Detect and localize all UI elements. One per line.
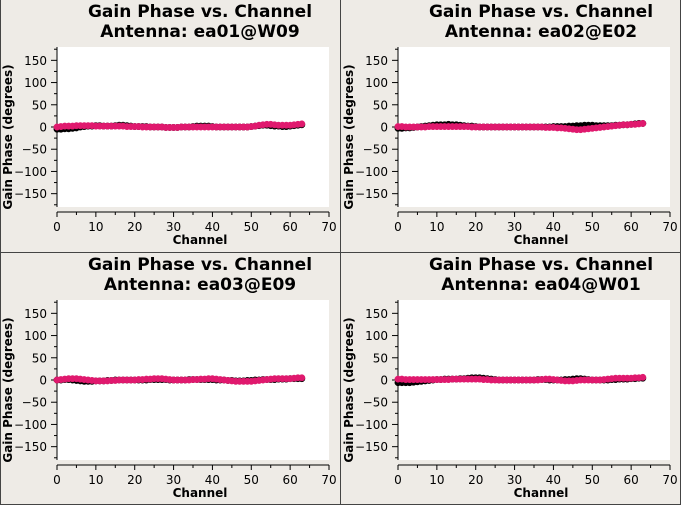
x-tick-label: 10 <box>88 220 103 234</box>
y-axis-label: Gain Phase (degrees) <box>1 64 15 209</box>
chart-title: Gain Phase vs. Channel <box>88 255 312 275</box>
data-point-pink <box>639 119 647 127</box>
plot-panel-ea01: Gain Phase vs. Channel Antenna: ea01@W09 −… <box>0 0 340 252</box>
y-tick-label: 150 <box>365 307 388 321</box>
data-point-pink <box>298 120 306 128</box>
chart-title: Gain Phase vs. Channel <box>429 255 653 275</box>
x-tick-label: 20 <box>468 473 483 487</box>
y-tick-label: −100 <box>355 418 388 432</box>
y-tick-label: −150 <box>14 440 47 454</box>
y-axis-label: Gain Phase (degrees) <box>342 64 356 209</box>
y-tick-label: 100 <box>365 329 388 343</box>
y-tick-label: 50 <box>373 98 388 112</box>
y-tick-label: −50 <box>22 396 47 410</box>
y-tick-label: −150 <box>355 187 388 201</box>
chart-subtitle: Antenna: ea03@E09 <box>104 275 296 295</box>
x-tick-label: 50 <box>585 473 600 487</box>
y-tick-label: 0 <box>380 374 388 388</box>
x-tick-label: 60 <box>624 220 639 234</box>
chart-subtitle: Antenna: ea01@W09 <box>100 22 299 42</box>
y-tick-label: 50 <box>32 351 47 365</box>
plot-panel-ea02: Gain Phase vs. Channel Antenna: ea02@E02 −… <box>341 0 681 252</box>
y-tick-label: −150 <box>14 187 47 201</box>
chart-subtitle: Antenna: ea04@W01 <box>441 275 640 295</box>
y-axis-label: Gain Phase (degrees) <box>1 317 15 462</box>
x-tick-label: 40 <box>205 220 220 234</box>
y-tick-label: 150 <box>365 54 388 68</box>
x-tick-label: 70 <box>662 220 677 234</box>
y-tick-label: −50 <box>363 143 388 157</box>
x-tick-label: 40 <box>546 473 561 487</box>
y-tick-label: 100 <box>365 76 388 90</box>
y-tick-label: 50 <box>32 98 47 112</box>
data-point-pink <box>298 374 306 382</box>
x-tick-label: 50 <box>585 220 600 234</box>
y-tick-label: 100 <box>24 329 47 343</box>
chart-title: Gain Phase vs. Channel <box>88 2 312 22</box>
x-tick-label: 60 <box>283 473 298 487</box>
plot-panel-ea04: Gain Phase vs. Channel Antenna: ea04@W01 −… <box>341 253 681 505</box>
x-tick-label: 30 <box>507 220 522 234</box>
y-tick-label: 0 <box>39 121 47 135</box>
x-tick-label: 70 <box>662 473 677 487</box>
x-tick-label: 20 <box>127 220 142 234</box>
x-tick-label: 50 <box>244 220 259 234</box>
x-tick-label: 20 <box>468 220 483 234</box>
x-tick-label: 10 <box>429 220 444 234</box>
x-tick-label: 0 <box>394 220 402 234</box>
x-tick-label: 40 <box>205 473 220 487</box>
x-tick-label: 0 <box>53 220 61 234</box>
y-tick-label: −100 <box>14 165 47 179</box>
y-tick-label: −100 <box>14 418 47 432</box>
y-tick-label: 150 <box>24 54 47 68</box>
horizontal-divider <box>0 252 681 253</box>
y-tick-label: −150 <box>355 440 388 454</box>
y-tick-label: 100 <box>24 76 47 90</box>
y-tick-label: 0 <box>39 374 47 388</box>
x-tick-label: 70 <box>321 220 336 234</box>
x-tick-label: 50 <box>244 473 259 487</box>
x-axis-label: Channel <box>514 486 569 500</box>
x-axis-label: Channel <box>173 233 228 247</box>
y-tick-label: −100 <box>355 165 388 179</box>
x-tick-label: 30 <box>507 473 522 487</box>
data-point-pink <box>639 373 647 381</box>
y-tick-label: −50 <box>22 143 47 157</box>
chart-subtitle: Antenna: ea02@E02 <box>445 22 637 42</box>
y-tick-label: 0 <box>380 121 388 135</box>
y-axis-label: Gain Phase (degrees) <box>342 317 356 462</box>
x-tick-label: 10 <box>88 473 103 487</box>
outer-border-left <box>0 0 1 505</box>
y-tick-label: 50 <box>373 351 388 365</box>
x-tick-label: 0 <box>394 473 402 487</box>
plot-panel-ea03: Gain Phase vs. Channel Antenna: ea03@E09 −… <box>0 253 340 505</box>
chart-title: Gain Phase vs. Channel <box>429 2 653 22</box>
x-tick-label: 0 <box>53 473 61 487</box>
x-tick-label: 60 <box>283 220 298 234</box>
x-tick-label: 20 <box>127 473 142 487</box>
x-tick-label: 70 <box>321 473 336 487</box>
x-tick-label: 10 <box>429 473 444 487</box>
x-axis-label: Channel <box>173 486 228 500</box>
y-tick-label: 150 <box>24 307 47 321</box>
x-axis-label: Channel <box>514 233 569 247</box>
x-tick-label: 60 <box>624 473 639 487</box>
x-tick-label: 30 <box>166 220 181 234</box>
x-tick-label: 40 <box>546 220 561 234</box>
y-tick-label: −50 <box>363 396 388 410</box>
x-tick-label: 30 <box>166 473 181 487</box>
